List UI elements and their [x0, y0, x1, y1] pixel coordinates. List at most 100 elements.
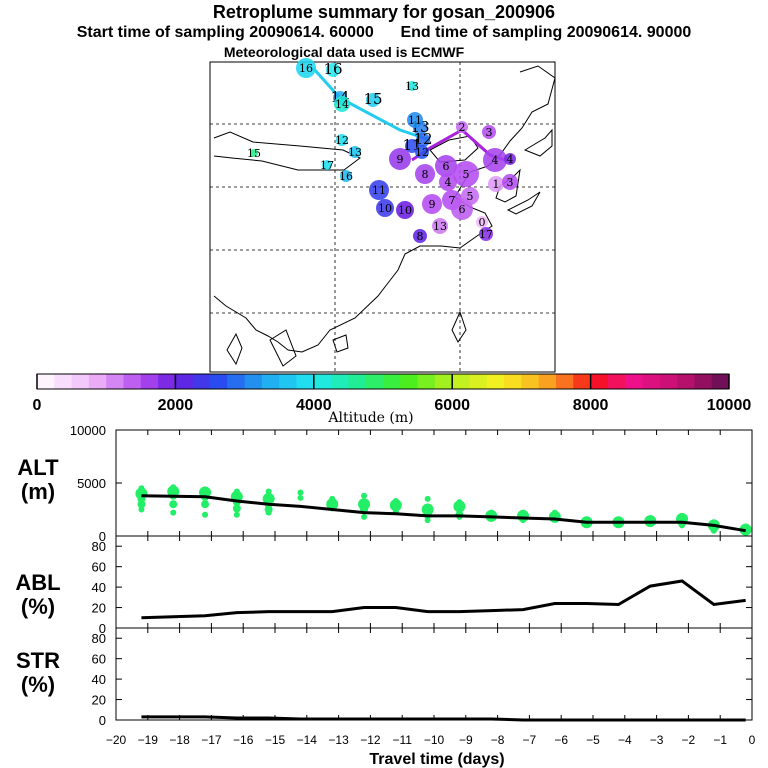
colorbar-cell: [625, 374, 643, 389]
colorbar-cell: [123, 374, 142, 389]
colorbar-tick-label: 0: [33, 397, 42, 414]
str-ylabel: STR (%): [16, 648, 60, 697]
colorbar-cell: [590, 374, 609, 389]
x-tick-label: 0: [749, 733, 756, 747]
str-frame: [115, 627, 753, 721]
colorbar-cell: [573, 374, 591, 389]
plume-cluster-label: 17: [320, 159, 334, 172]
abl-line: [141, 579, 746, 620]
plume-main-label: 15: [363, 90, 382, 108]
colorbar-cell: [348, 374, 367, 389]
colorbar-cell: [452, 374, 470, 389]
alt-ensemble-point: [361, 513, 368, 520]
plume-cluster-label: 13: [433, 220, 447, 233]
alt-ensemble-point: [710, 527, 717, 534]
plume-cluster-point: [432, 218, 448, 234]
plume-main-point: [416, 133, 430, 147]
colorbar-cell: [711, 374, 730, 389]
colorbar-tick-label: 8000: [573, 397, 609, 414]
alt-ylabel-line: (m): [21, 479, 55, 504]
colorbar-cell: [296, 374, 315, 389]
colorbar-cell: [417, 374, 436, 389]
plume-cluster-point: [461, 187, 479, 205]
colorbar-cell: [677, 374, 695, 389]
map-coastline-0: [287, 65, 556, 353]
plume-cluster-label: 13: [405, 80, 419, 93]
plume-cluster-point: [250, 149, 258, 157]
x-tick-label: −17: [201, 733, 222, 747]
colorbar-cell: [140, 374, 159, 389]
plume-cluster-point: [407, 81, 417, 91]
plume-cluster-label: 4: [507, 153, 514, 166]
alt-ensemble-point: [389, 499, 402, 512]
plume-cluster-label: 14: [335, 98, 349, 111]
alt-ensemble-point: [138, 506, 145, 513]
colorbar-tick-label: 4000: [296, 397, 332, 414]
plume-cluster-label: 9: [429, 198, 436, 211]
page-title: Retroplume summary for gosan_200906: [212, 2, 556, 22]
alt-ytick-label: 0: [99, 529, 106, 544]
alt-ytick-label: 10000: [70, 423, 106, 438]
alt-ensemble-point: [137, 500, 146, 509]
plume-cluster-point: [389, 148, 411, 170]
plume-cluster-label: 15: [247, 147, 261, 160]
alt-ensemble-point: [424, 495, 431, 502]
colorbar-tick-label: 2000: [158, 397, 194, 414]
plume-cluster-label: 4: [492, 154, 499, 167]
colorbar-cell: [400, 374, 418, 389]
plume-cluster-point: [336, 134, 348, 146]
altitude-colorbar: 0 2000 4000 6000 8000 10000 Altitude (m): [33, 373, 752, 426]
plume-cluster-label: 0: [479, 216, 486, 229]
plume-cluster-label: 7: [449, 194, 456, 207]
colorbar-cell: [313, 374, 332, 389]
abl-panel: 0 20 40 60 80 ABL (%): [15, 535, 753, 636]
x-tick-label: −8: [491, 733, 505, 747]
abl-ylabel-line: (%): [21, 594, 55, 619]
plume-cluster-label: 8: [417, 230, 424, 243]
str-ylabel-line: (%): [21, 672, 55, 697]
x-tick-label: −10: [424, 733, 445, 747]
alt-ytick-label: 5000: [77, 476, 106, 491]
x-tick-label: −12: [360, 733, 381, 747]
map-coastline-7: [226, 332, 243, 366]
end-time: End time of sampling 20090614. 90000: [400, 24, 692, 41]
map-coastline-4: [506, 191, 541, 215]
plume-cluster-label: 3: [507, 176, 514, 189]
abl-ytick-label: 80: [92, 539, 106, 554]
plume-main-point: [366, 93, 380, 107]
plume-cluster-point: [407, 112, 423, 128]
plume-cluster-label: 11: [372, 184, 386, 197]
plume-cluster-point: [349, 146, 361, 158]
colorbar-cell: [210, 374, 228, 389]
x-tick-label: −3: [650, 733, 664, 747]
colorbar-cell: [469, 374, 488, 389]
alt-ensemble-point: [265, 488, 272, 495]
map-frame: [209, 61, 556, 373]
map-coastline-3: [523, 128, 553, 157]
colorbar-cell: [244, 374, 263, 389]
map-coastline-6: [332, 334, 349, 353]
alt-ensemble-point: [424, 517, 431, 524]
plume-cluster-label: 12: [415, 146, 429, 159]
colorbar-cell: [383, 374, 401, 389]
plume-cluster-label: 6: [443, 160, 450, 173]
str-ylabel-line: STR: [16, 648, 60, 673]
colorbar-cell: [54, 374, 72, 389]
alt-ylabel-line: ALT: [17, 455, 59, 480]
x-tick-label: −18: [169, 733, 190, 747]
plume-cluster-label: 11: [408, 114, 422, 127]
colorbar-cell: [521, 374, 540, 389]
x-tick-label: −9: [459, 733, 473, 747]
colorbar-tick-label: 10000: [707, 397, 752, 414]
x-tick-label: −16: [233, 733, 254, 747]
x-tick-label: −1: [713, 733, 727, 747]
colorbar-cell: [71, 374, 90, 389]
plume-cluster-point: [488, 176, 504, 192]
plume-cluster-point: [422, 194, 442, 214]
plume-cluster-point: [453, 161, 479, 187]
colorbar-cell: [607, 374, 626, 389]
alt-ensemble-point: [326, 498, 339, 511]
plume-cluster-label: 8: [422, 168, 429, 181]
alt-ensemble-point: [297, 494, 304, 501]
colorbar-cell: [434, 374, 453, 389]
